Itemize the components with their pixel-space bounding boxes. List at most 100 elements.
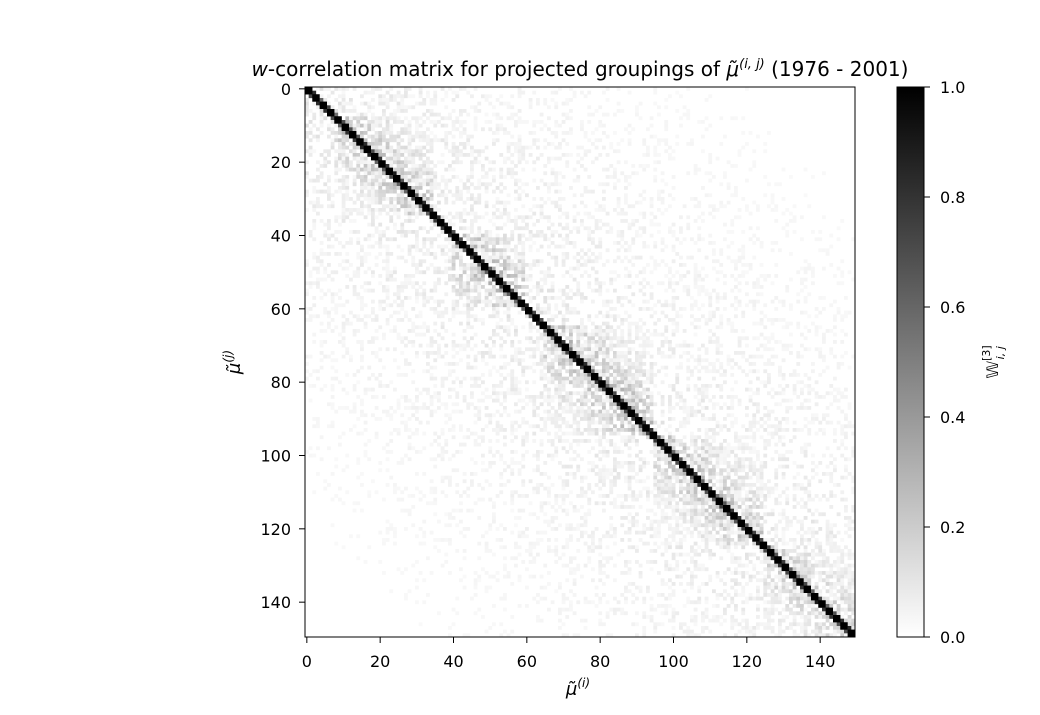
heatmap-cell xyxy=(389,208,394,212)
heatmap-cell xyxy=(444,145,449,150)
heatmap-cell xyxy=(561,299,566,304)
heatmap-cell xyxy=(642,413,647,418)
heatmap-cell xyxy=(330,402,335,407)
heatmap-cell xyxy=(378,178,383,183)
heatmap-cell xyxy=(605,112,610,117)
heatmap-cell xyxy=(796,406,801,410)
heatmap-cell xyxy=(785,321,790,326)
heatmap-cell xyxy=(484,270,489,275)
heatmap-cell xyxy=(470,105,474,110)
heatmap-cell xyxy=(360,123,364,128)
heatmap-cell xyxy=(726,186,731,190)
heatmap-cell xyxy=(411,307,416,311)
heatmap-cell xyxy=(704,358,709,363)
heatmap-cell xyxy=(836,406,841,410)
heatmap-cell xyxy=(829,244,834,249)
heatmap-cell xyxy=(455,149,460,154)
heatmap-cell xyxy=(393,109,397,113)
heatmap-cell xyxy=(686,387,691,392)
heatmap-cell xyxy=(671,296,676,300)
heatmap-cell xyxy=(642,142,647,146)
heatmap-cell xyxy=(653,241,658,245)
heatmap-cell xyxy=(844,314,848,319)
heatmap-cell xyxy=(679,395,683,399)
heatmap-cell xyxy=(594,402,599,407)
heatmap-cell xyxy=(382,98,386,102)
heatmap-cell xyxy=(360,259,364,264)
heatmap-cell xyxy=(638,362,643,366)
heatmap-cell xyxy=(492,160,496,165)
heatmap-cell xyxy=(613,431,617,436)
heatmap-cell xyxy=(327,288,331,293)
heatmap-cell xyxy=(422,101,427,106)
heatmap-cell xyxy=(690,431,694,436)
heatmap-cell xyxy=(316,167,320,172)
heatmap-cell xyxy=(587,233,592,238)
heatmap-cell xyxy=(407,149,412,154)
heatmap-cell xyxy=(792,387,797,392)
heatmap-cell xyxy=(807,376,812,381)
heatmap-cell xyxy=(514,277,518,282)
heatmap-cell xyxy=(374,138,379,143)
heatmap-cell xyxy=(690,435,694,440)
heatmap-cell xyxy=(473,123,478,128)
heatmap-cell xyxy=(499,167,504,172)
heatmap-cell xyxy=(492,428,496,432)
heatmap-cell xyxy=(550,420,555,425)
heatmap-cell xyxy=(719,406,724,410)
heatmap-cell xyxy=(437,343,441,348)
heatmap-cell xyxy=(470,336,474,341)
heatmap-cell xyxy=(382,131,386,135)
heatmap-cell xyxy=(404,127,408,132)
heatmap-cell xyxy=(407,182,412,187)
heatmap-cell xyxy=(517,237,522,242)
heatmap-cell xyxy=(811,281,815,286)
heatmap-cell xyxy=(613,369,617,374)
heatmap-cell xyxy=(462,127,467,132)
heatmap-cell xyxy=(649,354,654,359)
heatmap-cell xyxy=(396,230,401,234)
heatmap-cell xyxy=(378,197,383,201)
heatmap-cell xyxy=(492,112,496,117)
heatmap-cell xyxy=(583,343,588,348)
heatmap-cell xyxy=(477,288,482,293)
heatmap-cell xyxy=(393,409,397,414)
heatmap-cell xyxy=(510,428,515,432)
heatmap-cell xyxy=(539,259,544,264)
heatmap-cell xyxy=(477,193,482,198)
heatmap-cell xyxy=(759,241,764,245)
heatmap-cell xyxy=(444,131,449,135)
heatmap-cell xyxy=(312,116,317,121)
heatmap-cell xyxy=(580,200,584,205)
heatmap-cell xyxy=(756,336,760,341)
heatmap-cell xyxy=(587,373,592,377)
heatmap-cell xyxy=(473,314,478,319)
heatmap-cell xyxy=(642,153,647,157)
heatmap-cell xyxy=(444,406,449,410)
heatmap-cell xyxy=(305,160,309,165)
heatmap-cell xyxy=(396,211,401,216)
heatmap-cell xyxy=(631,241,636,245)
heatmap-cell xyxy=(763,175,768,179)
heatmap-cell xyxy=(569,343,573,348)
heatmap-cell xyxy=(323,340,328,344)
heatmap-cell xyxy=(668,347,672,352)
heatmap-cell xyxy=(649,428,654,432)
heatmap-cell xyxy=(385,160,390,165)
heatmap-cell xyxy=(330,127,335,132)
heatmap-cell xyxy=(455,193,460,198)
heatmap-cell xyxy=(664,329,669,333)
heatmap-cell xyxy=(371,274,375,278)
heatmap-cell xyxy=(451,241,456,245)
heatmap-cell xyxy=(547,417,551,421)
heatmap-cell xyxy=(569,127,573,132)
heatmap-cell xyxy=(400,200,405,205)
heatmap-cell xyxy=(770,321,775,326)
heatmap-cell xyxy=(437,138,441,143)
heatmap-cell xyxy=(583,413,588,418)
heatmap-cell xyxy=(627,417,632,421)
heatmap-cell xyxy=(477,182,482,187)
heatmap-cell xyxy=(360,340,364,344)
heatmap-cell xyxy=(635,376,639,381)
heatmap-cell xyxy=(327,134,331,139)
